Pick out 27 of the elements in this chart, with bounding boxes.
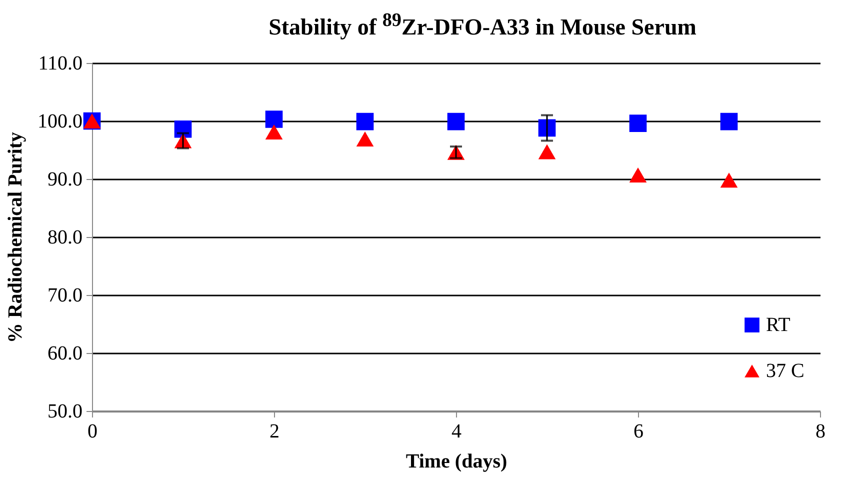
y-tick-label: 60.0 xyxy=(48,342,82,364)
point xyxy=(356,131,374,146)
legend-label: 37 C xyxy=(766,360,804,382)
point xyxy=(720,112,738,130)
x-tick-label: 8 xyxy=(816,420,826,442)
point xyxy=(265,124,283,140)
y-tick-label: 70.0 xyxy=(48,284,82,306)
y-axis-title: % Radiochemical Purity xyxy=(4,132,26,344)
y-tick-label: 80.0 xyxy=(48,226,82,248)
chart-title: Stability of $^{89}$Zr-DFO-A33 in Mouse Serum xyxy=(268,9,698,42)
point xyxy=(629,167,647,182)
y-tick-label: 100.0 xyxy=(38,110,82,132)
x-tick-label: 2 xyxy=(270,420,280,442)
x-tick-label: 0 xyxy=(88,420,98,442)
x-axis-title: Time (days) xyxy=(406,450,508,472)
point xyxy=(356,112,374,130)
x-tick-label: 6 xyxy=(634,420,644,442)
point xyxy=(265,110,283,128)
x-tick-label: 4 xyxy=(452,420,462,442)
point xyxy=(720,172,738,188)
point xyxy=(447,112,465,130)
y-tick-label: 90.0 xyxy=(48,168,82,190)
y-tick-label: 110.0 xyxy=(38,52,82,74)
point xyxy=(629,114,647,132)
y-tick-label: 50.0 xyxy=(48,400,82,422)
point xyxy=(538,144,556,160)
legend-label: RT xyxy=(766,314,790,336)
